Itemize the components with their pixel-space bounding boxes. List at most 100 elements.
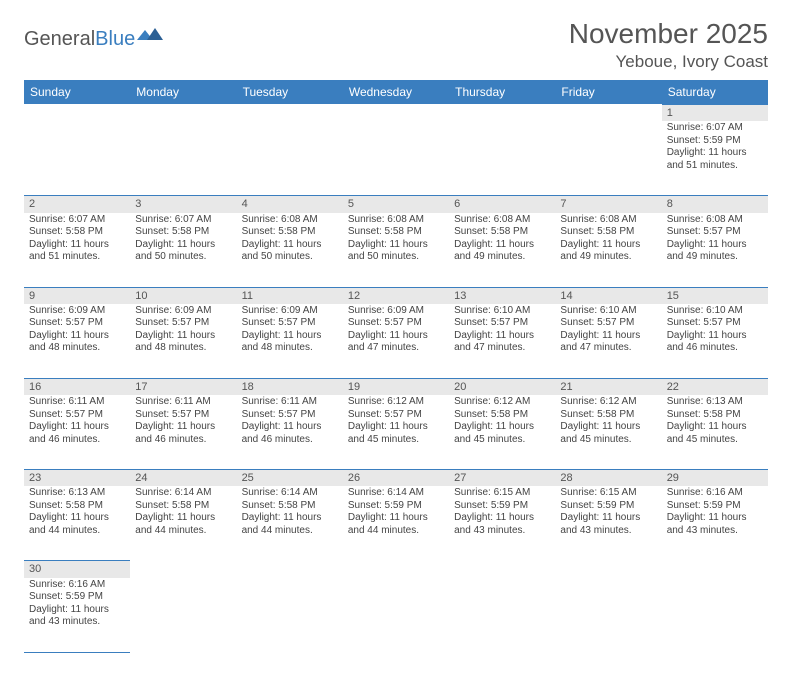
- daylight-line: Daylight: 11 hours and 48 minutes.: [135, 330, 215, 354]
- sunset-line: Sunset: 5:57 PM: [560, 317, 634, 328]
- day-content-cell: Sunrise: 6:08 AMSunset: 5:58 PMDaylight:…: [343, 213, 449, 287]
- day-number-cell: [449, 560, 555, 577]
- day-content: Sunrise: 6:08 AMSunset: 5:57 PMDaylight:…: [662, 213, 768, 267]
- day-content-row: Sunrise: 6:07 AMSunset: 5:59 PMDaylight:…: [24, 121, 768, 195]
- day-content-cell: [237, 578, 343, 653]
- day-number-cell: [130, 104, 236, 121]
- day-content-cell: Sunrise: 6:16 AMSunset: 5:59 PMDaylight:…: [24, 578, 130, 653]
- day-number-cell: 16: [24, 378, 130, 395]
- day-number-cell: [24, 104, 130, 121]
- day-content-row: Sunrise: 6:09 AMSunset: 5:57 PMDaylight:…: [24, 304, 768, 378]
- day-content: Sunrise: 6:13 AMSunset: 5:58 PMDaylight:…: [24, 486, 130, 540]
- sunrise-line: Sunrise: 6:14 AM: [348, 487, 424, 498]
- day-number: 23: [24, 469, 130, 486]
- sunrise-line: Sunrise: 6:08 AM: [242, 214, 318, 225]
- daylight-line: Daylight: 11 hours and 50 minutes.: [135, 239, 215, 263]
- daylight-line: Daylight: 11 hours and 50 minutes.: [242, 239, 322, 263]
- daylight-line: Daylight: 11 hours and 46 minutes.: [29, 421, 109, 445]
- sunrise-line: Sunrise: 6:08 AM: [348, 214, 424, 225]
- day-number: 30: [24, 560, 130, 577]
- day-content-cell: Sunrise: 6:11 AMSunset: 5:57 PMDaylight:…: [237, 395, 343, 469]
- day-content-cell: [449, 578, 555, 653]
- day-number-cell: 5: [343, 195, 449, 212]
- day-number: 24: [130, 469, 236, 486]
- day-content: Sunrise: 6:07 AMSunset: 5:59 PMDaylight:…: [662, 121, 768, 175]
- day-content: Sunrise: 6:12 AMSunset: 5:58 PMDaylight:…: [449, 395, 555, 449]
- header: GeneralBlue November 2025 Yeboue, Ivory …: [24, 20, 768, 72]
- day-content-cell: Sunrise: 6:07 AMSunset: 5:58 PMDaylight:…: [130, 213, 236, 287]
- sunset-line: Sunset: 5:58 PM: [242, 226, 316, 237]
- day-content: Sunrise: 6:11 AMSunset: 5:57 PMDaylight:…: [130, 395, 236, 449]
- sunrise-line: Sunrise: 6:07 AM: [667, 122, 743, 133]
- sunset-line: Sunset: 5:57 PM: [135, 317, 209, 328]
- sunset-line: Sunset: 5:57 PM: [348, 317, 422, 328]
- location: Yeboue, Ivory Coast: [569, 52, 768, 72]
- day-content-cell: [343, 121, 449, 195]
- day-content-cell: Sunrise: 6:13 AMSunset: 5:58 PMDaylight:…: [24, 486, 130, 560]
- sunrise-line: Sunrise: 6:13 AM: [29, 487, 105, 498]
- day-number-cell: [555, 104, 661, 121]
- daynum-row: 1: [24, 104, 768, 121]
- day-number: 1: [662, 104, 768, 121]
- day-content: Sunrise: 6:09 AMSunset: 5:57 PMDaylight:…: [130, 304, 236, 358]
- sunset-line: Sunset: 5:57 PM: [667, 226, 741, 237]
- sunset-line: Sunset: 5:58 PM: [560, 409, 634, 420]
- day-number-cell: 3: [130, 195, 236, 212]
- day-number: 8: [662, 195, 768, 212]
- day-number-cell: [662, 560, 768, 577]
- day-content: Sunrise: 6:10 AMSunset: 5:57 PMDaylight:…: [555, 304, 661, 358]
- day-number-cell: [555, 560, 661, 577]
- day-content-row: Sunrise: 6:16 AMSunset: 5:59 PMDaylight:…: [24, 578, 768, 653]
- month-title: November 2025: [569, 20, 768, 48]
- day-content-row: Sunrise: 6:13 AMSunset: 5:58 PMDaylight:…: [24, 486, 768, 560]
- day-content-cell: Sunrise: 6:07 AMSunset: 5:59 PMDaylight:…: [662, 121, 768, 195]
- day-content-cell: [555, 578, 661, 653]
- day-number: 4: [237, 195, 343, 212]
- day-content-cell: [130, 121, 236, 195]
- day-content: Sunrise: 6:07 AMSunset: 5:58 PMDaylight:…: [24, 213, 130, 267]
- sunrise-line: Sunrise: 6:16 AM: [667, 487, 743, 498]
- day-number-cell: 9: [24, 287, 130, 304]
- day-content-cell: Sunrise: 6:09 AMSunset: 5:57 PMDaylight:…: [130, 304, 236, 378]
- day-content-cell: Sunrise: 6:08 AMSunset: 5:58 PMDaylight:…: [449, 213, 555, 287]
- brand-part1: General: [24, 28, 95, 51]
- day-number-empty: [662, 560, 768, 577]
- sunrise-line: Sunrise: 6:11 AM: [242, 396, 317, 407]
- day-content: Sunrise: 6:12 AMSunset: 5:57 PMDaylight:…: [343, 395, 449, 449]
- day-content: Sunrise: 6:15 AMSunset: 5:59 PMDaylight:…: [449, 486, 555, 540]
- daylight-line: Daylight: 11 hours and 48 minutes.: [29, 330, 109, 354]
- sunrise-line: Sunrise: 6:07 AM: [135, 214, 211, 225]
- daylight-line: Daylight: 11 hours and 50 minutes.: [348, 239, 428, 263]
- day-number-cell: 28: [555, 469, 661, 486]
- day-number-empty: [237, 104, 343, 121]
- weekday-header-row: Sunday Monday Tuesday Wednesday Thursday…: [24, 80, 768, 104]
- sunset-line: Sunset: 5:58 PM: [454, 226, 528, 237]
- day-number-cell: 22: [662, 378, 768, 395]
- day-number-cell: [449, 104, 555, 121]
- sunrise-line: Sunrise: 6:10 AM: [560, 305, 636, 316]
- sunset-line: Sunset: 5:59 PM: [348, 500, 422, 511]
- day-content-cell: [555, 121, 661, 195]
- day-content-row: Sunrise: 6:07 AM Sunset: 5:58 PM Daylight:…: [24, 213, 768, 287]
- sunrise-line: Sunrise: 6:08 AM: [667, 214, 743, 225]
- weekday-header: Monday: [130, 80, 236, 104]
- daynum-row: 2345678: [24, 195, 768, 212]
- day-number-cell: 2: [24, 195, 130, 212]
- day-number-empty: [449, 560, 555, 577]
- day-number-empty: [555, 560, 661, 577]
- day-content: Sunrise: 6:09 AMSunset: 5:57 PMDaylight:…: [343, 304, 449, 358]
- sunrise-line: Sunrise: 6:16 AM: [29, 579, 105, 590]
- day-content-cell: Sunrise: 6:14 AMSunset: 5:58 PMDaylight:…: [237, 486, 343, 560]
- sunset-line: Sunset: 5:58 PM: [29, 500, 103, 511]
- day-number-empty: [449, 104, 555, 121]
- sunset-line: Sunset: 5:57 PM: [242, 409, 316, 420]
- sunset-line: Sunset: 5:59 PM: [667, 135, 741, 146]
- day-content-cell: Sunrise: 6:14 AMSunset: 5:58 PMDaylight:…: [130, 486, 236, 560]
- sunrise-line: Sunrise: 6:07 AM: [29, 214, 105, 225]
- sunrise-line: Sunrise: 6:10 AM: [667, 305, 743, 316]
- day-content-cell: Sunrise: 6:08 AMSunset: 5:58 PMDaylight:…: [555, 213, 661, 287]
- day-number: 19: [343, 378, 449, 395]
- weekday-header: Wednesday: [343, 80, 449, 104]
- daylight-line: Daylight: 11 hours and 45 minutes.: [348, 421, 428, 445]
- day-content: Sunrise: 6:09 AMSunset: 5:57 PMDaylight:…: [24, 304, 130, 358]
